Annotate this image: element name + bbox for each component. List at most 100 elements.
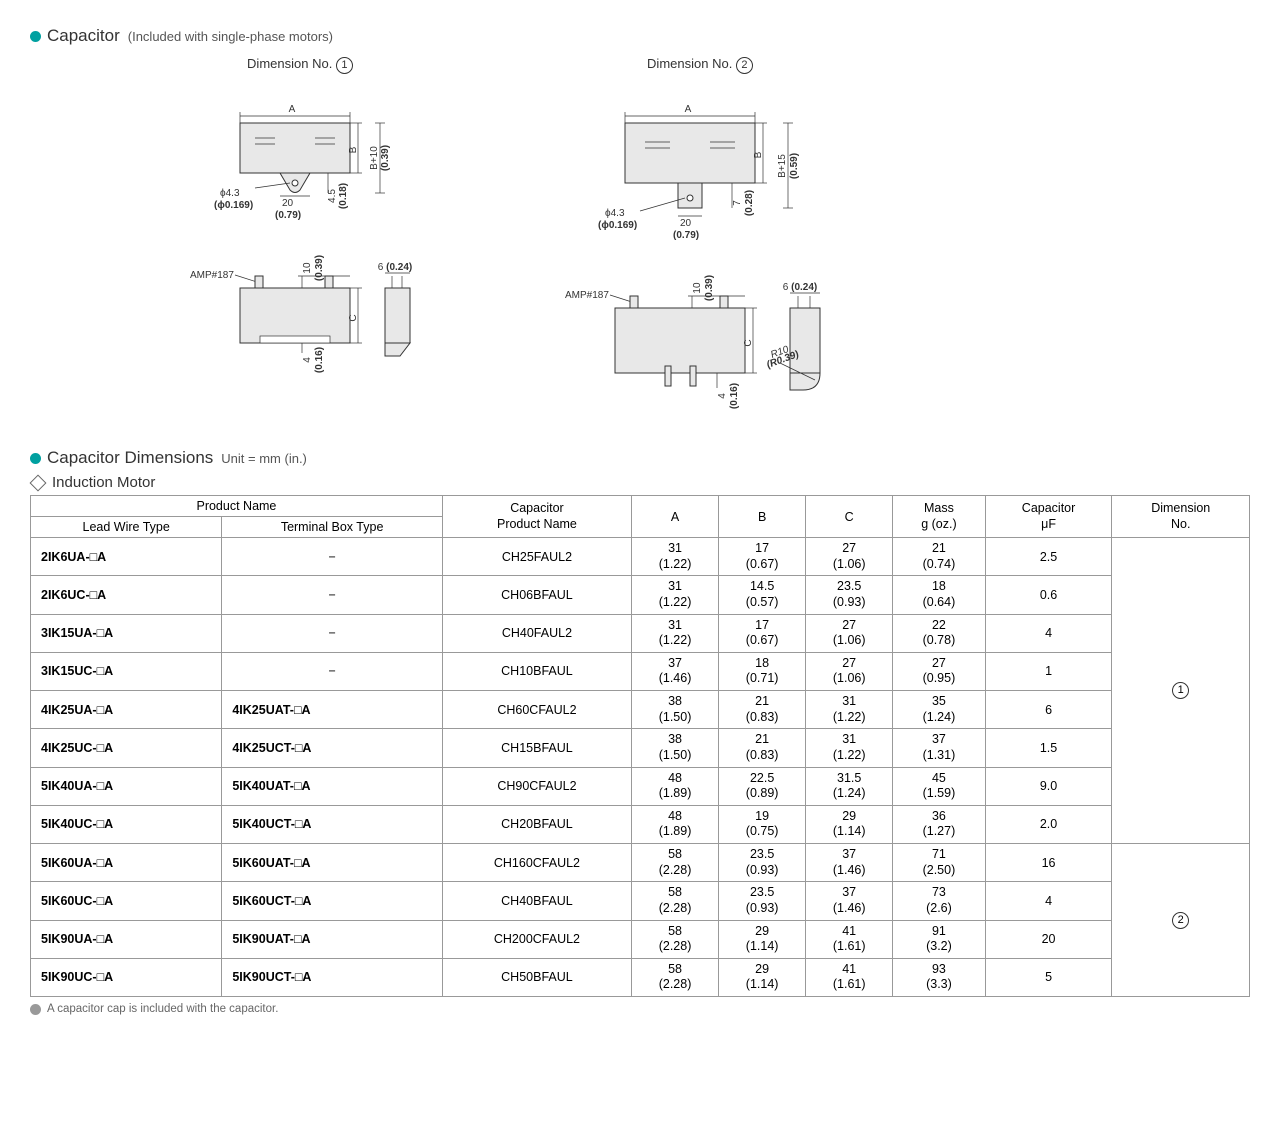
table-cell: 18(0.64) [893, 576, 985, 614]
table-cell: CH15BFAUL [442, 729, 631, 767]
th-C: C [806, 496, 893, 538]
table-cell: 3IK15UC-□A [31, 652, 222, 690]
table-cell: 1 [985, 652, 1112, 690]
th-dimno: DimensionNo. [1112, 496, 1250, 538]
table-cell: 38(1.50) [632, 729, 719, 767]
svg-text:AMP#187: AMP#187 [190, 270, 234, 281]
table-cell: 3IK15UA-□A [31, 614, 222, 652]
table-cell: 22.5(0.89) [719, 767, 806, 805]
svg-text:(0.59): (0.59) [789, 153, 800, 179]
table-cell: − [222, 576, 443, 614]
table-cell: 48(1.89) [632, 805, 719, 843]
svg-text:(0.28): (0.28) [744, 190, 755, 216]
table-cell: 5IK90UCT-□A [222, 958, 443, 996]
table-cell: 4 [985, 882, 1112, 920]
bullet-icon [30, 453, 41, 464]
bullet-icon [30, 31, 41, 42]
table-cell: 5IK40UCT-□A [222, 805, 443, 843]
svg-text:B: B [753, 151, 764, 158]
diamond-icon [30, 474, 47, 491]
svg-text:4: 4 [302, 357, 313, 363]
table-cell: 5IK60UC-□A [31, 882, 222, 920]
table-cell: CH60CFAUL2 [442, 691, 631, 729]
svg-text:A: A [289, 104, 296, 115]
table-cell: 16 [985, 844, 1112, 882]
table-cell: 4IK25UAT-□A [222, 691, 443, 729]
svg-text:7: 7 [732, 200, 743, 206]
capacitor-top-view-1: A B B+10 (0.39) ϕ4.3 (ϕ0.169) 20 (0.79) … [180, 98, 420, 228]
table-row: 2IK6UA-□A−CH25FAUL231(1.22)17(0.67)27(1.… [31, 538, 1250, 576]
table-row: 2IK6UC-□A−CH06BFAUL31(1.22)14.5(0.57)23.… [31, 576, 1250, 614]
table-cell: 4IK25UA-□A [31, 691, 222, 729]
table-cell: 23.5(0.93) [719, 882, 806, 920]
table-row: 5IK60UC-□A5IK60UCT-□ACH40BFAUL58(2.28)23… [31, 882, 1250, 920]
svg-text:(0.79): (0.79) [673, 230, 699, 241]
svg-text:ϕ4.3: ϕ4.3 [220, 188, 240, 199]
table-cell: 37(1.46) [806, 844, 893, 882]
induction-subheader: Induction Motor [30, 474, 1250, 491]
table-cell: 5 [985, 958, 1112, 996]
capacitor-header: Capacitor (Included with single-phase mo… [30, 26, 1250, 46]
table-cell: 4 [985, 614, 1112, 652]
svg-text:20: 20 [282, 198, 294, 209]
th-terminal-box: Terminal Box Type [222, 517, 443, 538]
table-row: 3IK15UA-□A−CH40FAUL231(1.22)17(0.67)27(1… [31, 614, 1250, 652]
table-cell: 19(0.75) [719, 805, 806, 843]
table-cell: 38(1.50) [632, 691, 719, 729]
svg-text:B+10: B+10 [369, 146, 380, 170]
table-cell: 23.5(0.93) [719, 844, 806, 882]
table-cell: 41(1.61) [806, 958, 893, 996]
footnote: A capacitor cap is included with the cap… [30, 1003, 1250, 1015]
table-cell: CH50BFAUL [442, 958, 631, 996]
dim-label-2: Dimension No. 2 [647, 56, 753, 74]
table-cell: 5IK60UCT-□A [222, 882, 443, 920]
svg-text:20: 20 [680, 218, 692, 229]
table-cell: 5IK60UAT-□A [222, 844, 443, 882]
table-cell: 27(1.06) [806, 614, 893, 652]
svg-text:10: 10 [302, 262, 313, 274]
table-cell: 41(1.61) [806, 920, 893, 958]
dim-label-2-text: Dimension No. [647, 56, 732, 71]
dimensions-title: Capacitor Dimensions [47, 448, 213, 468]
table-cell: 58(2.28) [632, 958, 719, 996]
table-cell: 17(0.67) [719, 614, 806, 652]
table-cell: 2IK6UA-□A [31, 538, 222, 576]
diagram-col-1: Dimension No. 1 A B [170, 56, 430, 418]
th-product-name: Product Name [31, 496, 443, 517]
table-cell: 17(0.67) [719, 538, 806, 576]
capacitor-top-view-2: A B B+15 (0.59) ϕ4.3 (ϕ0.169) 20 (0.79) … [570, 98, 830, 248]
table-cell: 18(0.71) [719, 652, 806, 690]
table-cell: 29(1.14) [719, 958, 806, 996]
table-cell: 20 [985, 920, 1112, 958]
svg-text:ϕ4.3: ϕ4.3 [605, 208, 625, 219]
th-cap-name: CapacitorProduct Name [442, 496, 631, 538]
table-cell: 71(2.50) [893, 844, 985, 882]
table-cell: 2.5 [985, 538, 1112, 576]
table-cell: 37(1.31) [893, 729, 985, 767]
table-cell: 91(3.2) [893, 920, 985, 958]
bullet-gray-icon [30, 1004, 41, 1015]
capacitor-dimensions-table: Product Name CapacitorProduct Name A B C… [30, 495, 1250, 997]
table-cell: 31.5(1.24) [806, 767, 893, 805]
table-cell: 5IK90UA-□A [31, 920, 222, 958]
svg-text:C: C [743, 339, 754, 346]
table-cell: 27(0.95) [893, 652, 985, 690]
table-cell: CH90CFAUL2 [442, 767, 631, 805]
table-cell: CH200CFAUL2 [442, 920, 631, 958]
table-cell: 48(1.89) [632, 767, 719, 805]
th-lead-wire: Lead Wire Type [31, 517, 222, 538]
table-cell: − [222, 538, 443, 576]
table-cell: CH20BFAUL [442, 805, 631, 843]
table-row: 4IK25UA-□A4IK25UAT-□ACH60CFAUL238(1.50)2… [31, 691, 1250, 729]
table-cell: 2.0 [985, 805, 1112, 843]
table-cell: 29(1.14) [806, 805, 893, 843]
svg-text:(0.79): (0.79) [275, 210, 301, 221]
svg-text:(0.18): (0.18) [338, 183, 349, 209]
svg-text:(0.16): (0.16) [314, 347, 325, 373]
svg-text:10: 10 [692, 282, 703, 294]
table-cell: CH25FAUL2 [442, 538, 631, 576]
table-cell: CH10BFAUL [442, 652, 631, 690]
svg-text:A: A [685, 104, 692, 115]
th-mass: Massg (oz.) [893, 496, 985, 538]
svg-text:(0.16): (0.16) [729, 383, 740, 409]
